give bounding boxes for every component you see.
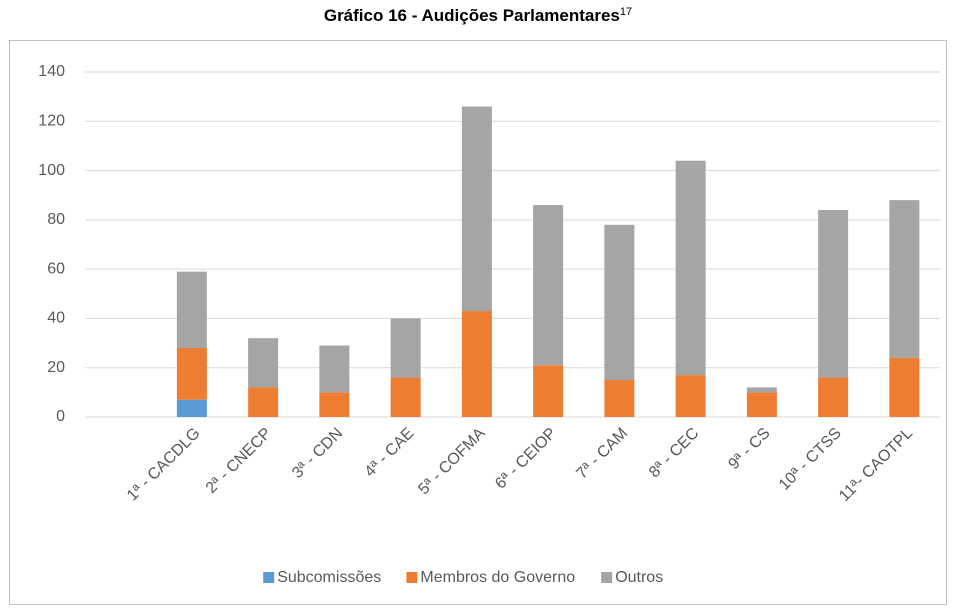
bar-segment <box>533 365 564 417</box>
bar-segment <box>604 380 635 417</box>
bar-segment <box>818 377 849 417</box>
bar-segment <box>675 160 706 376</box>
x-tick-label: 5ª - COFMA <box>415 425 489 499</box>
legend-swatch <box>263 572 275 583</box>
bar-segment <box>248 338 279 388</box>
y-tick-label: 80 <box>47 211 65 228</box>
bar-segment <box>248 387 279 417</box>
chart-border <box>9 40 947 605</box>
bar-segment <box>746 392 777 417</box>
legend-swatch <box>601 572 613 583</box>
y-tick-label: 40 <box>47 310 65 327</box>
legend-label: Outros <box>615 569 663 586</box>
bar-segment <box>390 377 421 417</box>
bar-segment <box>461 106 492 312</box>
y-tick-label: 100 <box>38 162 65 179</box>
x-tick-label: 9ª - CS <box>725 425 773 473</box>
x-tick-label: 6ª - CEIOP <box>492 425 560 493</box>
y-tick-label: 140 <box>38 63 65 80</box>
y-tick-label: 0 <box>56 408 65 425</box>
bar-segment <box>176 348 207 400</box>
bar-segment <box>675 375 706 417</box>
bar-segment <box>176 271 207 348</box>
legend-label: Subcomissões <box>277 569 381 586</box>
bar-segment <box>889 200 920 358</box>
x-tick-label: 4ª - CAE <box>362 425 418 481</box>
x-tick-label: 11ª- CAOTPL <box>836 425 916 505</box>
y-tick-label: 120 <box>38 113 65 130</box>
bar-segment <box>818 210 849 378</box>
x-tick-label: 2ª - CNECP <box>203 425 275 497</box>
bar-segment <box>390 318 421 378</box>
bar-segment <box>889 357 920 417</box>
bar-segment <box>461 311 492 417</box>
x-tick-label: 8ª - CEC <box>646 425 702 481</box>
x-tick-label: 3ª - CDN <box>289 425 346 482</box>
legend-label: Membros do Governo <box>420 569 575 586</box>
y-tick-label: 60 <box>47 260 65 277</box>
title-text: Gráfico 16 - Audições Parlamentares <box>324 6 620 25</box>
bar-segment <box>319 392 350 417</box>
title-superscript: 17 <box>620 6 632 18</box>
chart-title: Gráfico 16 - Audições Parlamentares17 <box>324 6 632 26</box>
y-tick-label: 20 <box>47 359 65 376</box>
x-tick-label: 1ª - CACDLG <box>124 425 204 505</box>
x-tick-label: 10ª - CTSS <box>776 425 845 494</box>
bar-segment <box>176 399 207 417</box>
bar-segment <box>604 224 635 381</box>
bar-segment <box>746 387 777 393</box>
bar-segment <box>533 205 564 366</box>
legend-swatch <box>406 572 418 583</box>
bar-segment <box>319 345 350 393</box>
x-tick-label: 7ª - CAM <box>573 425 631 483</box>
